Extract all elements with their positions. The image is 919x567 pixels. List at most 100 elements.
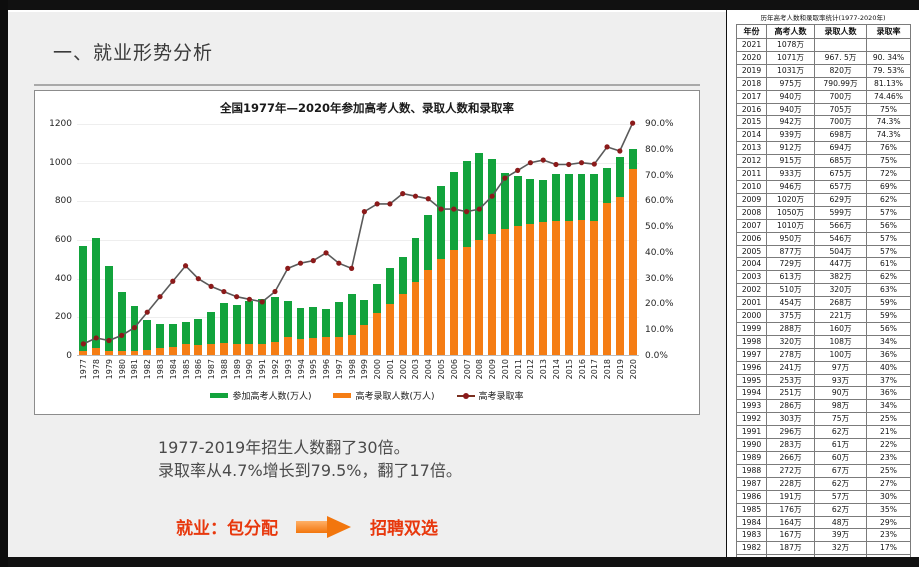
table-cell: 97万 <box>814 360 867 375</box>
table-cell: 167万 <box>766 528 815 543</box>
table-cell: 76% <box>866 141 911 156</box>
bar-segment-total <box>462 160 471 247</box>
table-cell: 259万 <box>766 554 815 557</box>
x-tick-label: 1997 <box>334 359 344 380</box>
title-divider <box>34 84 700 86</box>
bar-segment-total <box>271 297 279 342</box>
table-cell: 286万 <box>766 399 815 414</box>
table-cell: 2008 <box>736 205 767 220</box>
table-row: 2007 1010万 566万 56% <box>736 218 911 233</box>
table-cell: 940万 <box>766 89 815 104</box>
x-tick-label: 2008 <box>475 359 485 380</box>
x-tick-label: 2015 <box>564 359 574 380</box>
table-column-header: 录取率 <box>866 24 911 39</box>
table-cell: 11% <box>866 554 911 557</box>
bar-segment-admitted <box>513 225 522 356</box>
table-row: 1996 241万 97万 40% <box>736 360 911 375</box>
y-tick-label: 200 <box>54 312 72 323</box>
table-cell: 57% <box>866 205 911 220</box>
x-tick-label: 1984 <box>168 359 178 380</box>
table-cell: 790.99万 <box>814 76 867 91</box>
bar-segment-total <box>437 186 445 259</box>
bar-segment-admitted <box>488 234 497 356</box>
bar-segment-admitted <box>207 344 216 356</box>
y2-tick-label: 20.0% <box>645 299 674 310</box>
table-row: 2021 1078万 <box>736 38 911 52</box>
table-row: 2002 510万 320万 63% <box>736 283 911 298</box>
table-cell: 187万 <box>766 541 815 556</box>
table-cell: 34% <box>866 399 911 414</box>
x-tick-label: 2014 <box>551 359 561 380</box>
table-cell: 320万 <box>766 334 815 349</box>
x-tick-label: 1989 <box>232 359 242 380</box>
chart-bar <box>500 173 509 356</box>
table-cell <box>866 38 911 52</box>
table-cell: 2006 <box>736 231 767 246</box>
table-cell: 2010 <box>736 179 767 194</box>
chart-bar <box>373 283 382 356</box>
x-tick-label: 2017 <box>590 359 600 380</box>
table-cell: 272万 <box>766 463 815 478</box>
x-tick-label: 1996 <box>322 359 332 380</box>
table-cell: 447万 <box>814 257 867 272</box>
table-cell: 56% <box>866 218 911 233</box>
x-tick-label: 2019 <box>615 359 625 380</box>
bar-segment-total <box>207 311 216 345</box>
table-cell: 2011 <box>736 167 767 181</box>
x-tick-label: 1995 <box>309 359 319 380</box>
table-cell: 320万 <box>814 283 867 298</box>
x-tick-label: 2013 <box>539 359 549 380</box>
bar-segment-total <box>475 153 484 241</box>
table-cell: 36% <box>866 386 911 401</box>
table-cell: 694万 <box>814 141 867 156</box>
table-cell: 253万 <box>766 373 815 388</box>
legend-item: 高考录取人数(万人) <box>333 389 435 402</box>
chart-bar <box>539 179 548 356</box>
chart-y-axis-right: 0.0% 10.0% 20.0% 30.0% 40.0% 50.0% 60.0% 70.0% 8… <box>641 119 697 361</box>
table-cell: 72% <box>866 167 911 181</box>
table-row: 2013 912万 694万 76% <box>736 141 911 156</box>
table-cell: 933万 <box>766 167 815 181</box>
table-cell: 63% <box>866 283 911 298</box>
table-row: 1981259万28万11% <box>736 554 911 557</box>
table-cell: 1050万 <box>766 205 815 220</box>
chart-bar <box>309 307 318 356</box>
table-cell: 629万 <box>814 192 867 207</box>
table-cell: 2012 <box>736 154 767 169</box>
chart-bar <box>296 307 305 356</box>
table-row: 2008 1050万 599万 57% <box>736 205 911 220</box>
table-cell: 57% <box>866 244 911 259</box>
table-cell: 2002 <box>736 283 767 298</box>
table-cell: 57% <box>866 231 911 246</box>
bar-segment-total <box>398 257 407 295</box>
bar-segment-admitted <box>411 282 420 356</box>
slide-canvas: 一、就业形势分析 全国1977年—2020年参加高考人数、录取人数和录取率 0 2… <box>8 10 726 557</box>
bar-segment-total <box>373 283 382 314</box>
bar-segment-admitted <box>168 346 177 356</box>
table-cell: 2016 <box>736 102 767 117</box>
x-tick-label: 2020 <box>628 359 638 380</box>
table-cell: 303万 <box>766 412 815 427</box>
table-cell: 39万 <box>814 528 867 543</box>
table-row: 1999 288万 160万 56% <box>736 321 911 336</box>
chart-bar <box>194 319 203 356</box>
table-cell: 975万 <box>766 76 815 91</box>
table-cell: 504万 <box>814 244 867 259</box>
table-cell: 1031万 <box>766 63 815 78</box>
table-cell: 1983 <box>736 528 767 543</box>
chart-title: 全国1977年—2020年参加高考人数、录取人数和录取率 <box>219 101 514 115</box>
table-column-header: 录取人数 <box>814 24 867 39</box>
table-cell: 729万 <box>766 257 815 272</box>
chart-bar <box>219 303 228 356</box>
table-cell: 940万 <box>766 102 815 117</box>
chart-line-series <box>80 120 636 347</box>
table-row: 1994 251万 90万 36% <box>736 386 911 401</box>
table-cell: 36% <box>866 347 911 362</box>
bar-segment-total <box>360 300 369 326</box>
legend-label: 高考录取率 <box>478 392 524 402</box>
bar-segment-admitted <box>552 221 560 356</box>
x-tick-label: 2007 <box>462 359 472 380</box>
bar-segment-total <box>232 304 241 345</box>
table-cell: 1988 <box>736 463 767 478</box>
table-cell: 59% <box>866 309 911 323</box>
